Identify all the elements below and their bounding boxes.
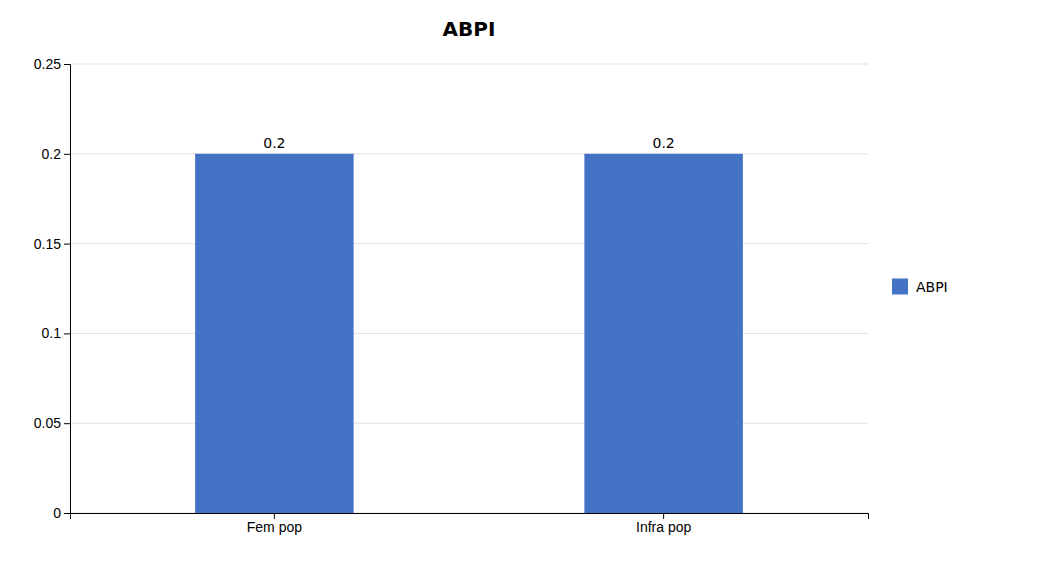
- grid-line: [70, 243, 868, 244]
- axis-line: [71, 514, 869, 520]
- bar: [584, 154, 742, 513]
- chart-container: 00.050.10.150.20.25Fem popInfra pop0.20.…: [0, 0, 1038, 569]
- tick-mark: [64, 64, 70, 65]
- data-labels: 0.2 0.2: [263, 135, 675, 151]
- tick-mark: [64, 244, 70, 245]
- chart-svg: 00.050.10.150.20.25Fem popInfra pop0.20.…: [0, 0, 1038, 569]
- legend-item: ABPI: [892, 279, 948, 295]
- tick-label: 0.25: [34, 56, 61, 72]
- tick-mark: [64, 423, 70, 424]
- tick-label: 0.15: [34, 236, 61, 252]
- bars: [195, 154, 743, 513]
- tick-label: Infra pop: [636, 519, 691, 535]
- tick: 0: [53, 505, 70, 521]
- tick: 0.15: [34, 236, 70, 252]
- tick-label: 0: [53, 505, 61, 521]
- tick-mark: [64, 333, 70, 334]
- legend-label: ABPI: [916, 279, 948, 295]
- axis-line: [64, 65, 71, 514]
- tick-label: 0.2: [42, 146, 62, 162]
- x-axis: Fem pop Infra pop: [71, 513, 869, 535]
- tick: Infra pop: [636, 513, 691, 535]
- tick: 0.05: [34, 415, 70, 431]
- tick-label: 0.05: [34, 415, 61, 431]
- grid-line: [70, 153, 868, 154]
- tick-mark: [64, 154, 70, 155]
- tick-label: Fem pop: [247, 519, 302, 535]
- tick: 0.2: [42, 146, 70, 162]
- bar: [195, 154, 353, 513]
- data-label: 0.2: [653, 135, 675, 151]
- legend-swatch: [892, 279, 908, 295]
- grid-line: [70, 64, 868, 65]
- grid-line: [70, 423, 868, 424]
- tick: 0.1: [42, 325, 70, 341]
- tick: 0.25: [34, 56, 70, 72]
- legend: ABPI: [892, 279, 948, 295]
- title: ABPI: [443, 17, 496, 41]
- tick-label: 0.1: [42, 325, 62, 341]
- grid: [70, 64, 868, 513]
- y-axis: 0 0.05 0.1 0.15 0.2 0.25: [34, 56, 71, 521]
- tick-mark: [64, 513, 70, 514]
- tick: Fem pop: [247, 513, 302, 535]
- grid-line: [70, 333, 868, 334]
- plot: 00.050.10.150.20.25Fem popInfra pop0.20.…: [34, 56, 869, 535]
- data-label: 0.2: [263, 135, 285, 151]
